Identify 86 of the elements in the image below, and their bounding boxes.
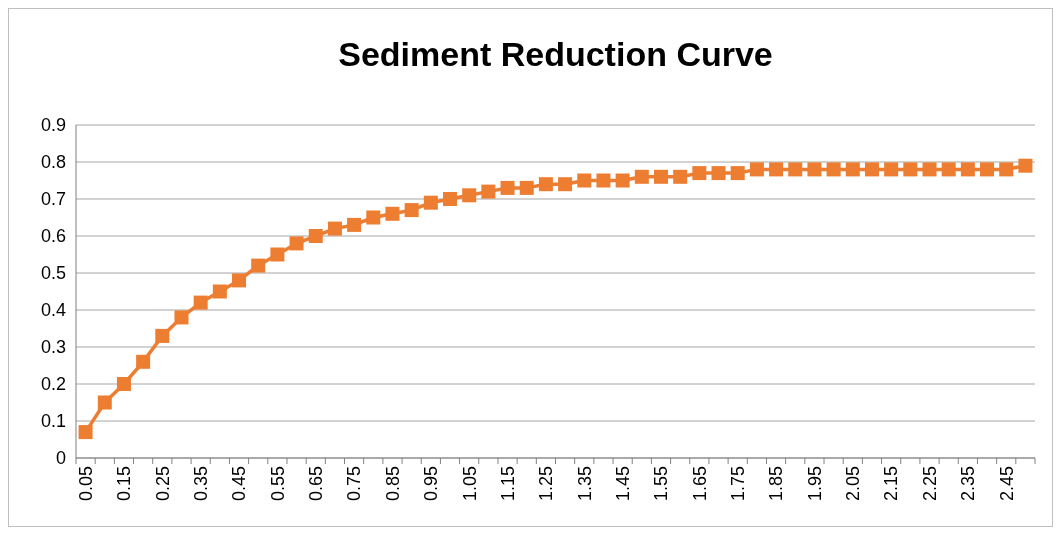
point [385, 206, 400, 221]
point [174, 310, 189, 325]
x-tick-label: 1.25 [536, 466, 557, 502]
x-tick-label: 0.85 [382, 466, 403, 502]
point [653, 169, 668, 184]
point [1018, 158, 1033, 173]
point [423, 195, 438, 210]
x-tick-label: 1.15 [497, 466, 518, 502]
point [116, 377, 131, 391]
y-tick-label: 0.2 [40, 374, 66, 395]
point [769, 162, 784, 177]
point [845, 162, 860, 177]
point [193, 295, 208, 310]
y-tick-label: 0.7 [40, 189, 66, 210]
point [941, 162, 956, 177]
point [903, 162, 918, 177]
point [615, 173, 630, 188]
x-tick-label: 1.95 [804, 466, 825, 502]
x-tick-label: 1.35 [574, 466, 595, 502]
point [78, 425, 93, 440]
point [980, 162, 995, 177]
x-tick-label: 1.65 [689, 466, 710, 502]
x-tick-label: 0.95 [421, 466, 442, 502]
x-tick-label: 1.75 [728, 466, 749, 502]
y-tick-label: 0.1 [40, 411, 66, 432]
point [500, 180, 515, 195]
point [251, 258, 266, 273]
x-tick-label: 2.45 [996, 466, 1017, 502]
x-tick-label: 2.15 [881, 466, 902, 502]
x-tick-label: 1.85 [766, 466, 787, 502]
x-tick-label: 1.05 [459, 466, 480, 502]
point [232, 273, 247, 288]
y-tick-label: 0 [55, 448, 66, 469]
y-tick-label: 0.6 [40, 226, 66, 247]
x-tick-label: 2.05 [843, 466, 864, 502]
point [327, 221, 342, 236]
x-tick-label: 0.05 [75, 466, 96, 502]
point [826, 162, 841, 177]
point [97, 395, 112, 410]
point [864, 162, 879, 177]
x-tick-label: 0.15 [114, 466, 135, 502]
point [481, 184, 496, 199]
y-tick-label: 0.4 [40, 300, 66, 321]
x-tick-label: 0.45 [229, 466, 250, 502]
point [558, 177, 573, 192]
point [749, 162, 764, 177]
point [366, 210, 381, 225]
point [960, 162, 975, 177]
point [155, 328, 170, 343]
x-tick-label: 0.25 [152, 466, 173, 502]
point [634, 169, 649, 184]
x-tick-label: 2.25 [919, 466, 940, 502]
point [404, 203, 419, 218]
point [788, 162, 803, 177]
point [596, 173, 611, 188]
x-tick-label: 0.65 [306, 466, 327, 502]
point [673, 169, 688, 184]
point [884, 162, 899, 177]
point [999, 162, 1014, 177]
x-tick-label: 0.55 [267, 466, 288, 502]
point [347, 217, 362, 232]
x-tick-label: 0.75 [344, 466, 365, 502]
point [212, 284, 227, 299]
x-tick-label: 1.45 [612, 466, 633, 502]
point [136, 354, 151, 369]
y-tick-label: 0.9 [40, 115, 66, 136]
point [538, 177, 553, 192]
x-tick-label: 1.55 [651, 466, 672, 502]
y-tick-label: 0.5 [40, 263, 66, 284]
point [692, 166, 707, 181]
point [462, 188, 477, 203]
y-tick-label: 0.8 [40, 152, 66, 173]
point [730, 166, 745, 181]
point [443, 192, 458, 206]
x-tick-label: 2.35 [958, 466, 979, 502]
point [519, 180, 534, 195]
point [711, 166, 726, 181]
point [308, 229, 323, 243]
y-tick-label: 0.3 [40, 337, 66, 358]
chart-title: Sediment Reduction Curve [338, 35, 773, 73]
point [577, 173, 592, 188]
x-tick-label: 0.35 [190, 466, 211, 502]
point [270, 247, 285, 262]
point [922, 162, 937, 177]
point [807, 162, 822, 177]
point [289, 236, 304, 251]
